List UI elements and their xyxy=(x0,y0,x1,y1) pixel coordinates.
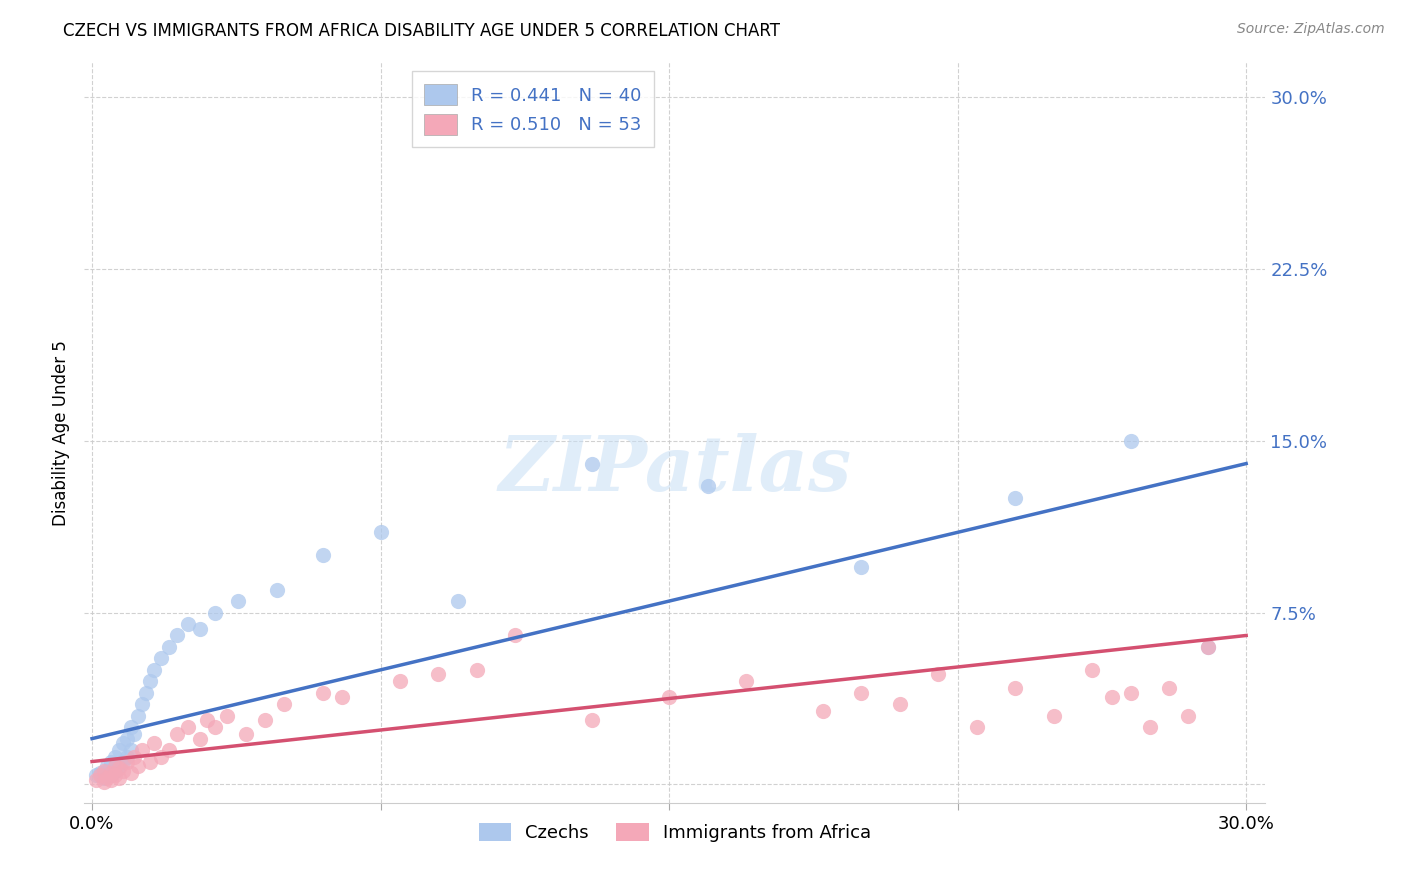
Point xyxy=(100,768,122,782)
Point xyxy=(96,764,118,778)
Point xyxy=(370,525,392,540)
Point xyxy=(111,764,134,778)
Point xyxy=(1119,434,1142,448)
Point xyxy=(108,761,131,775)
Legend: Czechs, Immigrants from Africa: Czechs, Immigrants from Africa xyxy=(471,815,879,849)
Point xyxy=(124,727,146,741)
Point xyxy=(1004,681,1026,696)
Point xyxy=(100,766,122,780)
Point xyxy=(851,559,873,574)
Y-axis label: Disability Age Under 5: Disability Age Under 5 xyxy=(52,340,70,525)
Point xyxy=(735,674,758,689)
Point xyxy=(254,713,277,727)
Point xyxy=(696,479,718,493)
Point xyxy=(1197,640,1219,654)
Point xyxy=(84,768,107,782)
Point xyxy=(966,720,988,734)
Point xyxy=(157,743,180,757)
Point xyxy=(93,771,115,785)
Point xyxy=(889,698,911,712)
Point xyxy=(96,771,118,785)
Point xyxy=(120,766,142,780)
Point xyxy=(104,764,127,778)
Point xyxy=(150,651,173,665)
Point xyxy=(111,755,134,769)
Point xyxy=(111,736,134,750)
Point xyxy=(177,617,200,632)
Point xyxy=(204,606,226,620)
Point xyxy=(811,704,834,718)
Point xyxy=(131,698,153,712)
Point xyxy=(266,582,288,597)
Point xyxy=(100,755,122,769)
Point xyxy=(1177,708,1199,723)
Point xyxy=(124,750,146,764)
Point xyxy=(150,750,173,764)
Point xyxy=(120,720,142,734)
Point xyxy=(204,720,226,734)
Point xyxy=(142,663,165,677)
Point xyxy=(1139,720,1161,734)
Point xyxy=(1004,491,1026,505)
Point xyxy=(581,457,603,471)
Point xyxy=(188,731,211,746)
Point xyxy=(273,698,295,712)
Point xyxy=(465,663,488,677)
Point xyxy=(1119,686,1142,700)
Point xyxy=(312,548,335,562)
Point xyxy=(142,736,165,750)
Point xyxy=(658,690,681,705)
Point xyxy=(115,731,138,746)
Point xyxy=(89,766,111,780)
Text: ZIPatlas: ZIPatlas xyxy=(498,433,852,507)
Point xyxy=(108,759,131,773)
Point xyxy=(100,772,122,787)
Point xyxy=(166,727,188,741)
Point xyxy=(96,759,118,773)
Text: CZECH VS IMMIGRANTS FROM AFRICA DISABILITY AGE UNDER 5 CORRELATION CHART: CZECH VS IMMIGRANTS FROM AFRICA DISABILI… xyxy=(63,22,780,40)
Point xyxy=(104,768,127,782)
Point xyxy=(84,772,107,787)
Point xyxy=(127,759,149,773)
Point xyxy=(188,622,211,636)
Point xyxy=(108,771,131,785)
Point xyxy=(157,640,180,654)
Point xyxy=(197,713,219,727)
Point xyxy=(1043,708,1066,723)
Point xyxy=(851,686,873,700)
Text: Source: ZipAtlas.com: Source: ZipAtlas.com xyxy=(1237,22,1385,37)
Point xyxy=(215,708,238,723)
Point xyxy=(139,674,162,689)
Point xyxy=(115,750,138,764)
Point xyxy=(427,667,450,681)
Point xyxy=(166,628,188,642)
Point xyxy=(226,594,249,608)
Point xyxy=(127,708,149,723)
Point xyxy=(330,690,353,705)
Point xyxy=(177,720,200,734)
Point xyxy=(388,674,411,689)
Point xyxy=(104,759,127,773)
Point xyxy=(503,628,526,642)
Point xyxy=(89,768,111,782)
Point xyxy=(312,686,335,700)
Point xyxy=(115,755,138,769)
Point xyxy=(1101,690,1123,705)
Point xyxy=(139,755,162,769)
Point xyxy=(131,743,153,757)
Point xyxy=(1159,681,1181,696)
Point xyxy=(235,727,257,741)
Point xyxy=(135,686,157,700)
Point xyxy=(93,775,115,789)
Point xyxy=(446,594,468,608)
Point xyxy=(927,667,949,681)
Point xyxy=(93,764,115,778)
Point xyxy=(1197,640,1219,654)
Point xyxy=(104,750,127,764)
Point xyxy=(1081,663,1104,677)
Point xyxy=(108,743,131,757)
Point xyxy=(581,713,603,727)
Point xyxy=(120,743,142,757)
